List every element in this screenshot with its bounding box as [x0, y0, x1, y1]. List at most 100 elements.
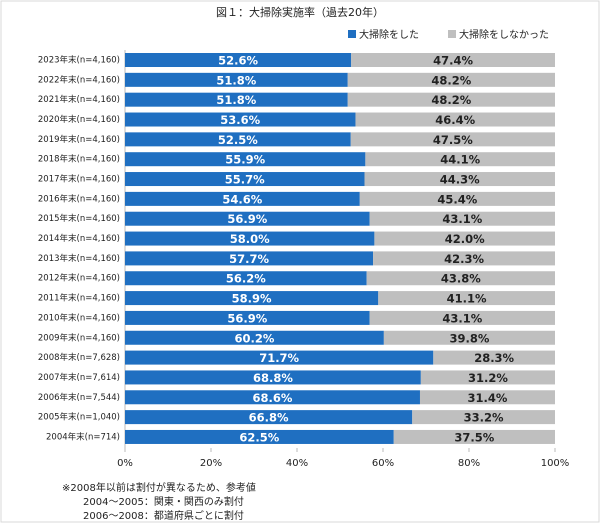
chart-title: 図１：大掃除実施率（過去20年） [216, 5, 384, 19]
y-tick-label: 2023年末(n=4,160) [38, 55, 120, 66]
bar-segment [364, 172, 555, 187]
x-tick-label: 80% [458, 458, 480, 469]
bar-segment [383, 330, 555, 345]
value-label: 47.4% [433, 54, 473, 68]
bar-segment [366, 271, 555, 286]
y-tick-label: 2004年末(n=714) [46, 431, 120, 442]
value-label: 37.5% [454, 430, 494, 444]
bar-segment [351, 53, 555, 67]
value-label: 42.0% [445, 232, 485, 246]
x-tick-label: 40% [286, 458, 308, 469]
value-label: 60.2% [234, 331, 274, 345]
bar-segment [125, 53, 352, 67]
y-tick-label: 2007年末(n=7,614) [38, 372, 120, 383]
x-tick-label: 20% [200, 458, 222, 469]
legend-label: 大掃除をしなかった [459, 28, 549, 41]
bar-segment [125, 112, 356, 127]
bar-segment [125, 271, 367, 286]
bar-segment [125, 92, 348, 107]
y-tick-label: 2012年末(n=4,160) [38, 273, 120, 284]
y-tick-label: 2017年末(n=4,160) [38, 174, 120, 185]
value-label: 47.5% [433, 133, 473, 147]
value-label: 41.1% [447, 292, 487, 306]
x-tick-label: 0% [117, 458, 133, 469]
bar-segment [378, 291, 555, 306]
y-tick-label: 2021年末(n=4,160) [38, 94, 120, 105]
bar-segment [125, 72, 348, 87]
value-label: 51.8% [216, 73, 256, 87]
legend-swatch [448, 30, 456, 38]
bar-segment [374, 231, 555, 246]
y-tick-label: 2008年末(n=7,628) [38, 352, 120, 363]
y-tick-label: 2006年末(n=7,544) [38, 392, 120, 403]
legend-label: 大掃除をした [359, 28, 419, 41]
bar-segment [347, 92, 555, 107]
bar-segment [125, 310, 370, 325]
y-tick-label: 2009年末(n=4,160) [38, 332, 120, 343]
note: 2004～2005：関東・関西のみ割付 [83, 495, 244, 508]
y-tick-label: 2015年末(n=4,160) [38, 213, 120, 224]
y-tick-label: 2018年末(n=4,160) [38, 154, 120, 165]
bar-segment [412, 410, 555, 425]
y-tick-label: 2016年末(n=4,160) [38, 193, 120, 204]
y-tick-label: 2013年末(n=4,160) [38, 253, 120, 264]
value-label: 33.2% [464, 411, 504, 425]
y-tick-label: 2010年末(n=4,160) [38, 312, 120, 323]
value-label: 68.6% [253, 391, 293, 405]
bar-segment [125, 152, 366, 167]
bar-segment [125, 429, 394, 444]
value-label: 51.8% [216, 93, 256, 107]
bar-segment [125, 350, 434, 365]
bar-segment [125, 251, 374, 266]
value-label: 56.2% [226, 272, 266, 286]
bar-segment [365, 152, 555, 167]
bar-segment [355, 112, 555, 127]
value-label: 66.8% [249, 411, 289, 425]
value-label: 39.8% [449, 331, 489, 345]
value-label: 68.8% [253, 371, 293, 385]
bar-segment [369, 211, 555, 226]
value-label: 43.1% [442, 212, 482, 226]
y-tick-label: 2022年末(n=4,160) [38, 74, 120, 85]
value-label: 52.5% [218, 133, 258, 147]
y-tick-label: 2020年末(n=4,160) [38, 114, 120, 125]
bar-segment [125, 132, 351, 147]
bar-segment [433, 350, 555, 365]
value-label: 28.3% [474, 351, 514, 365]
value-label: 55.7% [225, 173, 265, 187]
note: 2006～2008：都道府県ごとに割付 [83, 509, 244, 522]
value-label: 58.9% [232, 292, 272, 306]
x-tick-label: 60% [372, 458, 394, 469]
bar-segment [125, 172, 365, 187]
bar-segment [125, 410, 413, 425]
bar-segment [359, 191, 555, 206]
value-label: 31.2% [468, 371, 508, 385]
bar-segment [369, 310, 555, 325]
value-label: 56.9% [227, 212, 267, 226]
value-label: 52.6% [218, 54, 258, 68]
value-label: 48.2% [431, 93, 471, 107]
value-label: 44.1% [440, 153, 480, 167]
value-label: 45.4% [437, 192, 477, 206]
y-tick-label: 2005年末(n=1,040) [38, 412, 120, 423]
bar-segment [373, 251, 555, 266]
value-label: 53.6% [220, 113, 260, 127]
bar-segment [125, 370, 421, 385]
value-label: 57.7% [229, 252, 269, 266]
bar-segment [125, 390, 420, 405]
y-tick-label: 2011年末(n=4,160) [38, 293, 120, 304]
value-label: 62.5% [239, 430, 279, 444]
bar-segment [420, 370, 555, 385]
bar-segment [393, 429, 555, 444]
bar-segment [125, 231, 375, 246]
value-label: 54.6% [222, 192, 262, 206]
value-label: 44.3% [440, 173, 480, 187]
x-tick-label: 100% [541, 458, 570, 469]
bar-segment [125, 191, 360, 206]
value-label: 31.4% [468, 391, 508, 405]
value-label: 56.9% [227, 311, 267, 325]
legend-swatch [348, 30, 356, 38]
bar-segment [125, 330, 384, 345]
